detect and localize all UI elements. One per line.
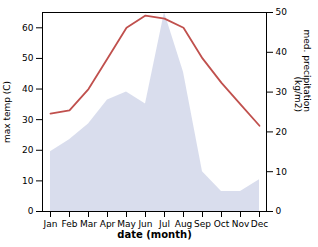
- svg-text:20: 20: [276, 127, 288, 137]
- svg-text:40: 40: [22, 84, 34, 94]
- svg-text:Aug: Aug: [175, 219, 193, 229]
- svg-text:40: 40: [276, 47, 288, 57]
- svg-text:30: 30: [276, 87, 288, 97]
- svg-text:date (month): date (month): [117, 229, 191, 240]
- svg-text:Apr: Apr: [100, 219, 116, 229]
- svg-text:Nov: Nov: [232, 219, 250, 229]
- svg-text:60: 60: [22, 23, 34, 33]
- svg-text:Oct: Oct: [214, 219, 230, 229]
- svg-text:max temp (C): max temp (C): [2, 81, 12, 143]
- svg-text:Jan: Jan: [43, 219, 58, 229]
- svg-text:Jun: Jun: [137, 219, 152, 229]
- svg-text:Jul: Jul: [158, 219, 170, 229]
- svg-text:20: 20: [22, 145, 34, 155]
- svg-text:10: 10: [22, 176, 34, 186]
- svg-text:May: May: [117, 219, 136, 229]
- svg-text:Mar: Mar: [80, 219, 97, 229]
- svg-text:50: 50: [276, 7, 288, 17]
- svg-text:50: 50: [22, 53, 34, 63]
- svg-text:Feb: Feb: [62, 219, 78, 229]
- svg-text:10: 10: [276, 167, 288, 177]
- svg-text:0: 0: [28, 206, 34, 216]
- svg-text:Dec: Dec: [251, 219, 268, 229]
- svg-text:0: 0: [276, 206, 282, 216]
- svg-text:Sep: Sep: [194, 219, 211, 229]
- svg-text:med. precipitation(kg/m2): med. precipitation(kg/m2): [293, 30, 312, 112]
- svg-text:30: 30: [22, 115, 34, 125]
